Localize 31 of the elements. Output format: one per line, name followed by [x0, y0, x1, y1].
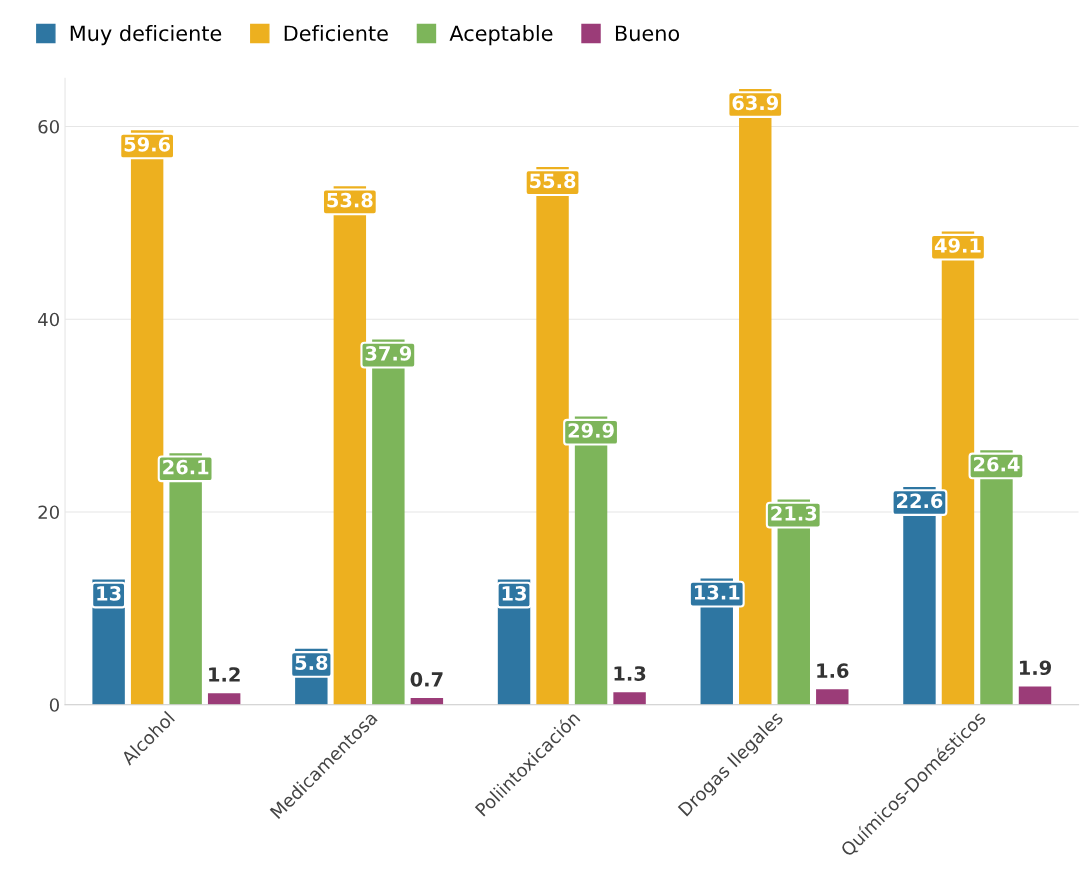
data-label: 13: [97, 586, 121, 601]
data-label: 1.6: [817, 663, 849, 678]
legend-label: Deficiente: [284, 25, 388, 42]
data-label: 26.4: [974, 456, 1020, 472]
data-label: 1.9: [1019, 660, 1051, 676]
data-label: 13.1: [694, 585, 740, 600]
data-label: 1.3: [614, 666, 646, 681]
data-label: 53.8: [327, 192, 373, 208]
data-label: 1.2: [209, 667, 240, 682]
bar: [816, 689, 849, 705]
y-tick-label: 20: [38, 505, 59, 520]
y-tick-label: 40: [38, 312, 59, 327]
data-label: 21.3: [771, 506, 817, 521]
data-label: 13: [502, 586, 527, 601]
legend-label: Muy deficiente: [70, 25, 222, 46]
bar: [1018, 686, 1052, 705]
data-label: 37.9: [365, 346, 412, 361]
bar: [613, 692, 646, 705]
data-label: 0.7: [410, 671, 443, 687]
data-label: 49.1: [934, 238, 981, 253]
data-label: 63.9: [732, 95, 779, 111]
data-label: 22.6: [897, 493, 943, 509]
data-label: 59.6: [124, 136, 171, 152]
y-tick-label: 60: [38, 119, 59, 134]
legend-label: Bueno: [615, 25, 680, 42]
y-tick-label: 0: [49, 698, 59, 712]
bar: [207, 693, 241, 705]
data-label: 55.8: [530, 173, 576, 189]
data-label: 29.9: [568, 423, 614, 438]
data-label: 26.1: [163, 459, 209, 475]
legend-label: Aceptable: [449, 25, 553, 46]
